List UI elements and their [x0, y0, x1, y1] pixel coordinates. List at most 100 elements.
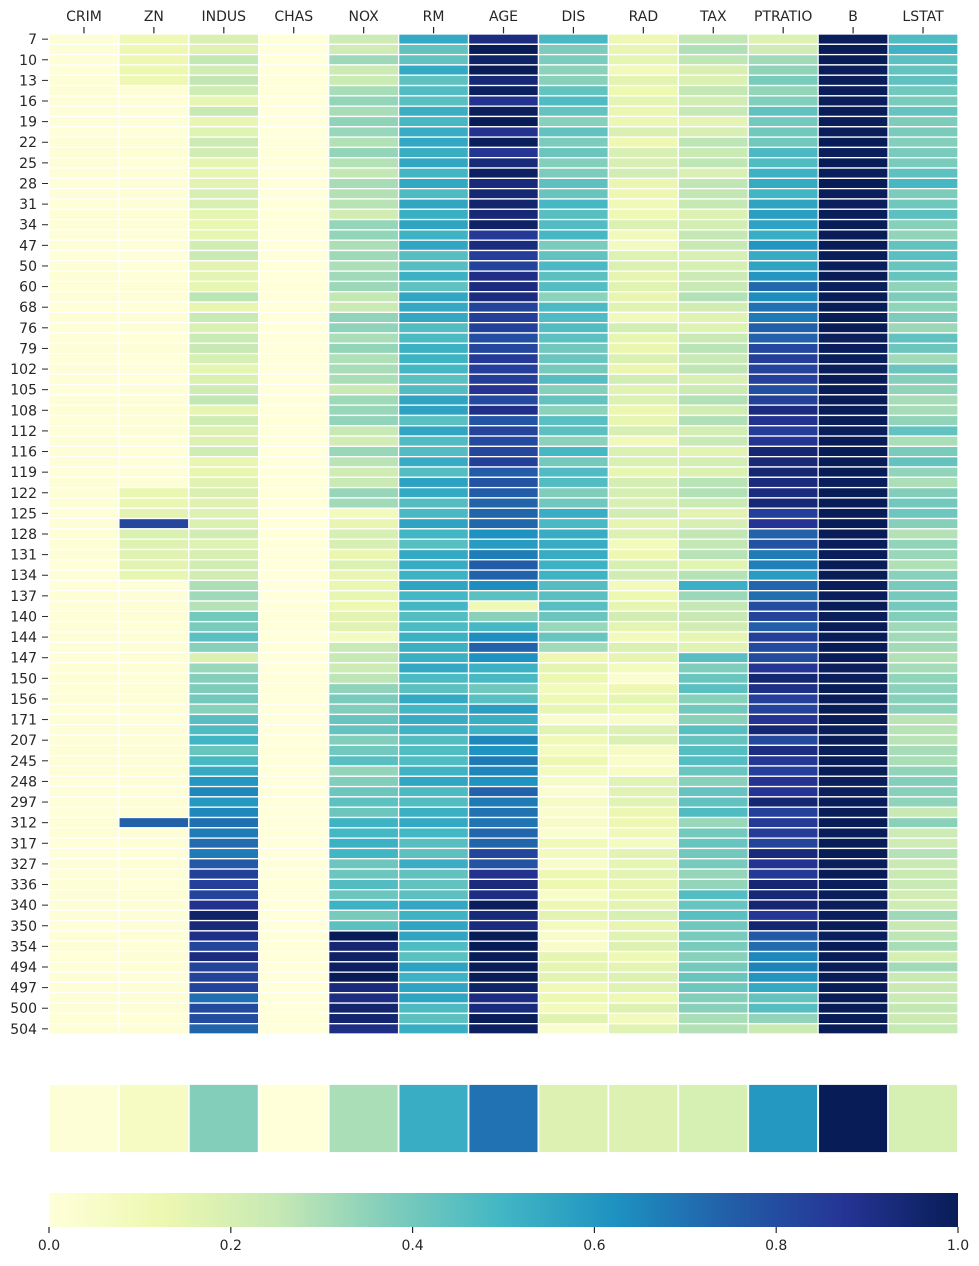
heatmap-cell — [328, 239, 400, 252]
heatmap-cell — [887, 177, 959, 190]
heatmap-cell — [747, 775, 819, 788]
heatmap-cell — [328, 827, 400, 839]
row-label: 116 — [10, 445, 37, 461]
heatmap-cell — [887, 919, 959, 932]
heatmap-cell — [607, 827, 679, 839]
heatmap-cell — [258, 466, 330, 478]
heatmap-cell — [887, 239, 959, 252]
heatmap-cell — [258, 693, 330, 705]
heatmap-cell — [607, 713, 679, 726]
column-label-b: B — [848, 9, 858, 25]
heatmap-cell — [607, 249, 679, 262]
heatmap-cell — [397, 651, 470, 664]
heatmap-cell — [118, 662, 190, 674]
heatmap-cell — [328, 754, 400, 767]
heatmap-cell — [397, 816, 470, 829]
heatmap-cell — [188, 662, 260, 674]
heatmap-cell — [397, 600, 470, 612]
heatmap-cell — [537, 466, 610, 478]
heatmap-cell — [48, 961, 120, 973]
heatmap-cell — [747, 74, 819, 87]
heatmap-cell — [467, 383, 540, 396]
heatmap-cell — [397, 590, 470, 602]
heatmap-cell — [48, 703, 120, 716]
heatmap-cell — [537, 105, 610, 118]
heatmap-cell — [328, 322, 400, 334]
heatmap-cell — [467, 136, 540, 149]
heatmap-cell — [817, 476, 889, 489]
heatmap-cell — [467, 858, 540, 870]
heatmap-cell — [817, 363, 889, 375]
heatmap-cell — [397, 301, 470, 314]
heatmap-cell — [48, 785, 120, 798]
summary-cell-dis — [537, 1083, 610, 1154]
row-label: 19 — [19, 115, 37, 131]
heatmap-cell — [397, 961, 470, 973]
heatmap-cell — [118, 291, 190, 303]
heatmap-cell — [188, 930, 260, 942]
heatmap-cell — [887, 249, 959, 262]
heatmap-cell — [677, 404, 749, 417]
heatmap-cell — [258, 167, 330, 179]
heatmap-cell — [188, 373, 260, 386]
heatmap-cell — [258, 383, 330, 396]
summary-cell-b — [817, 1083, 889, 1154]
heatmap-cell — [887, 157, 959, 169]
column-label-lstat: LSTAT — [902, 9, 944, 25]
heatmap-cell — [747, 1023, 819, 1035]
heatmap-cell — [537, 33, 610, 45]
heatmap-cell — [258, 291, 330, 303]
heatmap-cell — [677, 641, 749, 654]
heatmap-cell — [328, 713, 400, 726]
heatmap-cell — [677, 425, 749, 437]
heatmap-cell — [467, 724, 540, 736]
heatmap-cell — [677, 414, 749, 427]
heatmap-cell — [467, 909, 540, 922]
heatmap-cell — [467, 744, 540, 757]
heatmap-cell — [328, 177, 400, 190]
heatmap-cell — [328, 548, 400, 561]
heatmap-cell — [48, 600, 120, 612]
row-label: 504 — [10, 1022, 37, 1038]
heatmap-cell — [607, 33, 679, 45]
heatmap-cell — [747, 631, 819, 643]
heatmap-cell — [747, 517, 819, 530]
heatmap-cell — [467, 177, 540, 190]
heatmap-cell — [188, 53, 260, 66]
heatmap-cell — [537, 981, 610, 994]
heatmap-cell — [328, 992, 400, 1004]
row-label: 317 — [10, 836, 37, 852]
heatmap-cell — [188, 1023, 260, 1035]
heatmap-cell — [537, 198, 610, 210]
heatmap-cell — [607, 940, 679, 953]
heatmap-cell — [467, 466, 540, 478]
summary-cell-chas — [257, 1083, 330, 1154]
heatmap-cell — [188, 394, 260, 406]
heatmap-cell — [817, 332, 889, 344]
heatmap-cell — [397, 445, 470, 458]
heatmap-cell — [607, 703, 679, 716]
row-label: 10 — [19, 53, 37, 69]
heatmap-cell — [48, 476, 120, 489]
heatmap-cell — [887, 631, 959, 643]
heatmap-cell — [607, 74, 679, 87]
heatmap-cell — [188, 940, 260, 953]
column-label-zn: ZN — [144, 9, 164, 25]
heatmap-cell — [188, 218, 260, 231]
heatmap-cell — [747, 497, 819, 509]
heatmap-cell — [258, 734, 330, 746]
heatmap-cell — [537, 280, 610, 293]
heatmap-cell — [607, 332, 679, 344]
heatmap-cell — [887, 847, 959, 860]
heatmap-cell — [467, 868, 540, 881]
heatmap-cell — [817, 765, 889, 777]
heatmap-cell — [48, 909, 120, 922]
heatmap-cell — [537, 146, 610, 159]
heatmap-cell — [887, 115, 959, 128]
heatmap-cell — [747, 868, 819, 881]
heatmap-cell — [48, 847, 120, 860]
heatmap-cell — [887, 332, 959, 344]
heatmap-cell — [747, 177, 819, 190]
heatmap-cell — [258, 43, 330, 56]
heatmap-cell — [258, 950, 330, 963]
